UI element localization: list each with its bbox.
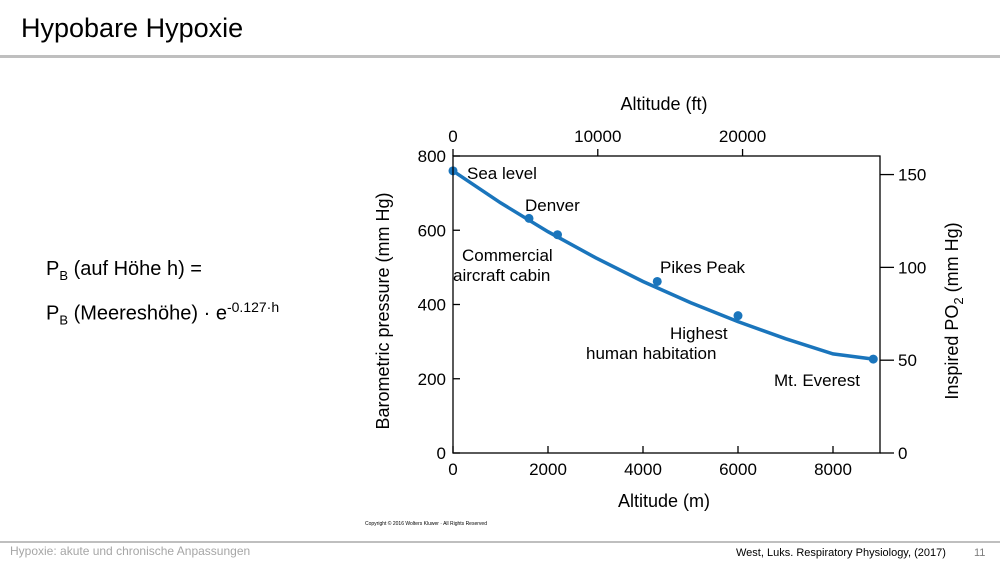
y-tick-label: 0 <box>437 444 446 463</box>
y-tick-label: 400 <box>418 296 446 315</box>
title-divider <box>0 55 1000 58</box>
formula-p-symbol: P <box>46 302 60 325</box>
x-tick-label: 0 <box>448 460 457 479</box>
footer-topic: Hypoxie: akute und chronische Anpassunge… <box>10 544 251 558</box>
formula-line-2-text: (Meereshöhe) · e <box>68 302 227 325</box>
x-tick-label: 2000 <box>529 460 567 479</box>
label-mt-everest: Mt. Everest <box>774 371 860 390</box>
label-highest-2: human habitation <box>586 344 716 363</box>
y-tick-label: 200 <box>418 370 446 389</box>
x-tick-label: 8000 <box>814 460 852 479</box>
formula-p-subscript: B <box>59 268 69 283</box>
y2-tick-label: 150 <box>898 166 926 185</box>
formula-p-subscript: B <box>59 312 69 328</box>
data-point <box>553 230 562 240</box>
label-denver: Denver <box>525 196 580 215</box>
footer-divider <box>0 541 1000 543</box>
y2-axis-title-sub: 2 <box>951 297 966 304</box>
y-tick-label: 800 <box>418 147 446 166</box>
label-sea-level: Sea level <box>467 164 537 183</box>
x2-tick-label: 0 <box>448 127 457 146</box>
formula-exponent: -0.127·h <box>226 299 280 315</box>
x-tick-label: 4000 <box>624 460 662 479</box>
x2-tick-label: 10000 <box>574 127 621 146</box>
formula-p-symbol: P <box>46 258 60 280</box>
footer-source: West, Luks. Respiratory Physiology, (201… <box>736 547 946 559</box>
y2-tick-label: 100 <box>898 258 926 277</box>
copyright-note: Copyright © 2016 Wolters Kluwer · All Ri… <box>365 520 487 527</box>
y2-axis-title-base: Inspired PO <box>942 305 962 400</box>
pressure-curve <box>452 169 874 361</box>
y2-tick-label: 0 <box>898 444 907 463</box>
plot-frame <box>452 155 881 454</box>
label-pikes-peak: Pikes Peak <box>660 258 746 277</box>
label-commercial-1: Commercial <box>462 246 553 265</box>
x-axis-title: Altitude (m) <box>618 491 710 511</box>
formula-line-1-text: (auf Höhe h) = <box>68 258 202 280</box>
y-tick-label: 600 <box>418 221 446 240</box>
y2-axis-title-rest: (mm Hg) <box>942 222 962 297</box>
data-point <box>524 213 534 223</box>
label-commercial-2: aircraft cabin <box>453 266 550 285</box>
label-highest-1: Highest <box>670 324 728 343</box>
formula-line-2: PB (Meereshöhe) · e-0.127·h <box>46 299 279 328</box>
data-point <box>733 311 743 321</box>
y2-tick-label: 50 <box>898 351 917 370</box>
formula-line-1: PB (auf Höhe h) = <box>46 258 202 283</box>
x-tick-label: 6000 <box>719 460 757 479</box>
y2-axis-title: Inspired PO2 (mm Hg) <box>942 222 966 399</box>
slide-title: Hypobare Hypoxie <box>21 13 244 43</box>
data-point <box>868 354 878 364</box>
data-point <box>652 276 662 286</box>
y-axis-title: Barometric pressure (mm Hg) <box>373 192 393 429</box>
page-number: 11 <box>974 547 986 559</box>
x2-tick-label: 20000 <box>719 127 766 146</box>
x2-axis-title: Altitude (ft) <box>620 94 707 114</box>
